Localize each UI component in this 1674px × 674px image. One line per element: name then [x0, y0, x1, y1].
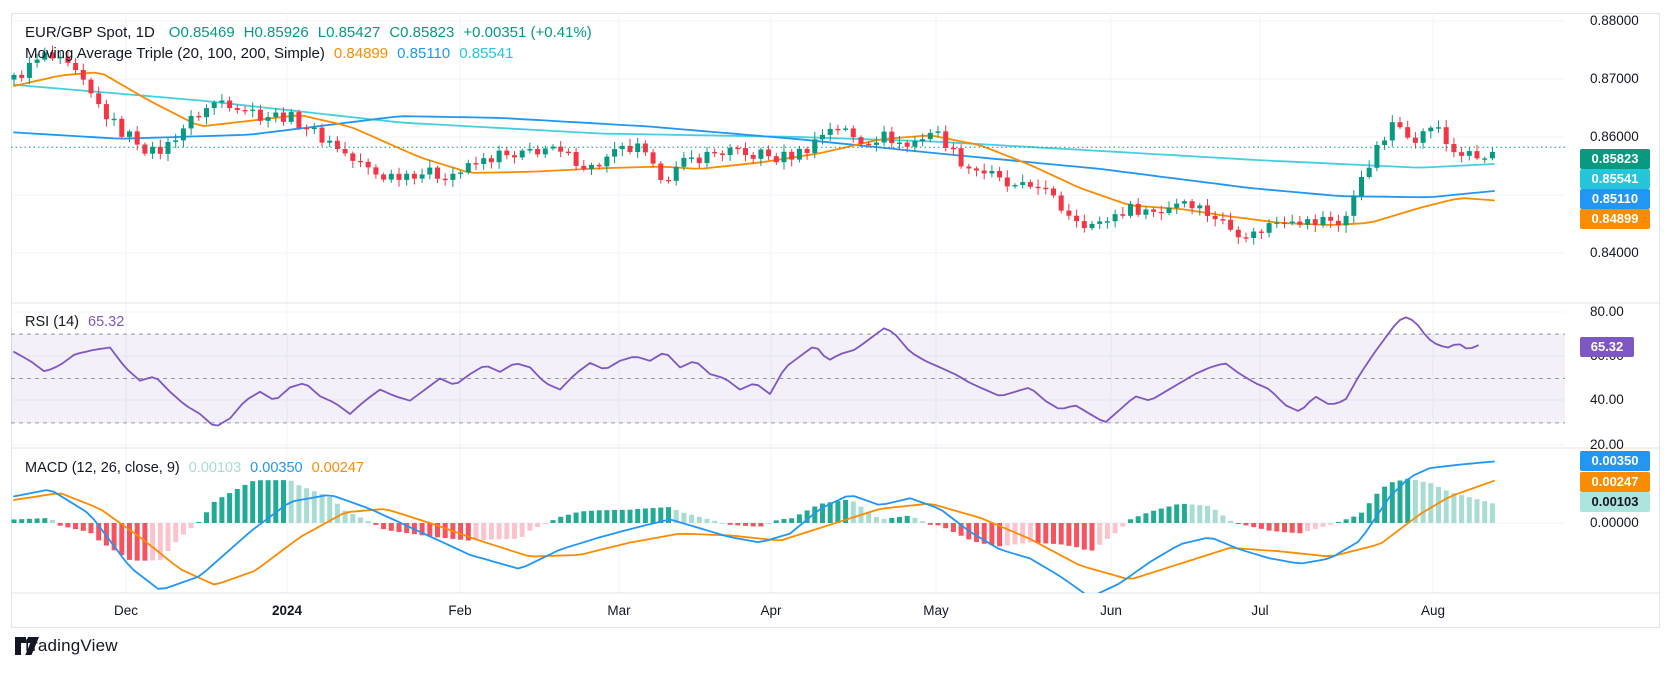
- axis-label: 40.00: [1590, 392, 1624, 407]
- price-badge: 0.00247: [1580, 472, 1650, 492]
- ma200-value: 0.85541: [459, 45, 514, 62]
- ohlc-change: +0.00351 (+0.41%): [463, 24, 592, 41]
- time-axis-label: Aug: [1420, 603, 1446, 618]
- time-axis-label: 2024: [271, 603, 303, 618]
- price-badge: 0.84899: [1580, 209, 1650, 229]
- price-badge: 65.32: [1580, 337, 1634, 357]
- price-badge: 0.00103: [1580, 492, 1650, 512]
- time-axis-label: May: [923, 603, 949, 618]
- axis-label: 80.00: [1590, 304, 1624, 319]
- time-axis-label: Dec: [113, 603, 138, 618]
- macd-legend: MACD (12, 26, close, 9) 0.00103 0.00350 0.0…: [25, 458, 373, 479]
- macd-indicator-title[interactable]: MACD (12, 26, close, 9): [25, 460, 180, 476]
- time-axis-label: Apr: [760, 603, 782, 618]
- tradingview-mark-icon: [15, 637, 39, 655]
- axis-label: 0.87000: [1590, 71, 1639, 86]
- rsi-indicator-title[interactable]: RSI (14): [25, 314, 79, 330]
- axis-label: 20.00: [1590, 437, 1624, 452]
- tradingview-brand-text: TradingView: [22, 636, 118, 655]
- axis-label: 0.86000: [1590, 129, 1639, 144]
- tradingview-logo[interactable]: TradingView: [14, 636, 118, 656]
- rsi-value: 65.32: [88, 314, 125, 330]
- time-axis-label: Jun: [1100, 603, 1122, 618]
- time-axis-label: Mar: [607, 603, 631, 618]
- ohlc-low: L0.85427: [317, 24, 381, 41]
- rsi-legend: RSI (14) 65.32: [25, 312, 133, 333]
- price-badge: 0.85823: [1580, 149, 1650, 169]
- time-axis-label: Jul: [1251, 603, 1269, 618]
- time-axis-label: Feb: [448, 603, 472, 618]
- ohlc-close: C0.85823: [389, 24, 455, 41]
- axis-label: 0.00000: [1590, 515, 1639, 530]
- ohlc-high: H0.85926: [243, 24, 309, 41]
- ma20-value: 0.84899: [333, 45, 389, 62]
- price-badge: 0.00350: [1580, 451, 1650, 471]
- ma100-value: 0.85110: [397, 45, 451, 62]
- ma-indicator-title[interactable]: Moving Average Triple (20, 100, 200, Sim…: [25, 45, 325, 62]
- price-badge: 0.85541: [1580, 169, 1650, 189]
- macd-signal-value: 0.00247: [311, 460, 364, 476]
- macd-hist-value: 0.00103: [188, 460, 242, 476]
- symbol-title[interactable]: EUR/GBP Spot, 1D: [25, 24, 155, 41]
- axis-label: 0.84000: [1590, 245, 1639, 260]
- macd-line-value: 0.00350: [250, 460, 303, 476]
- ohlc-open: O0.85469: [168, 24, 235, 41]
- main-legend: EUR/GBP Spot, 1D O0.85469 H0.85926 L0.85427…: [25, 22, 601, 64]
- price-badge: 0.85110: [1580, 189, 1650, 209]
- axis-label: 0.88000: [1590, 13, 1639, 28]
